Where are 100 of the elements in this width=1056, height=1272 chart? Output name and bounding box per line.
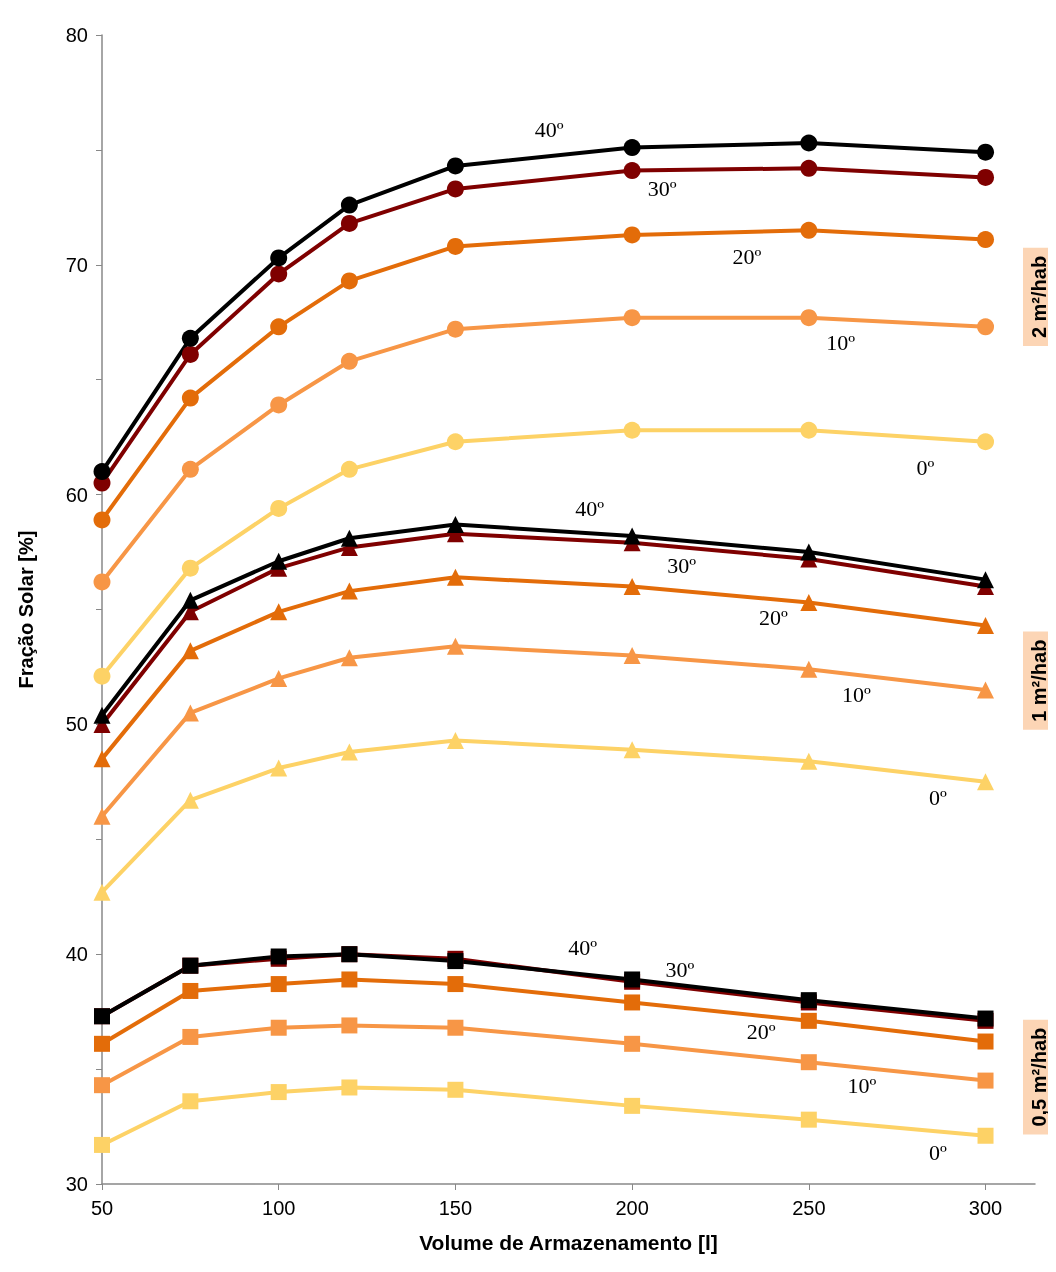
series-label: 30º: [647, 175, 677, 201]
point: [446, 433, 464, 451]
point: [340, 460, 358, 478]
point: [977, 318, 995, 336]
series-label: 40º: [568, 934, 598, 960]
point: [623, 741, 641, 759]
point: [800, 421, 818, 439]
point: [270, 249, 288, 267]
series-label: 20º: [759, 604, 789, 630]
point: [446, 157, 464, 175]
x-tick-label: 250: [792, 1197, 826, 1219]
point: [182, 1028, 199, 1045]
point: [341, 1017, 358, 1034]
series-label: 40º: [575, 495, 605, 521]
point: [93, 706, 111, 724]
point: [623, 162, 641, 180]
series-label: 20º: [732, 244, 762, 270]
series-label: 0º: [928, 784, 947, 810]
point: [977, 681, 995, 699]
point: [340, 743, 358, 761]
point: [93, 511, 111, 529]
point: [181, 345, 199, 363]
point: [624, 1035, 641, 1052]
point: [800, 752, 818, 770]
point: [341, 971, 358, 988]
point: [93, 883, 111, 901]
point: [181, 704, 199, 722]
point: [623, 309, 641, 327]
point: [800, 1012, 817, 1029]
point: [181, 642, 199, 660]
series-label: 10º: [847, 1073, 877, 1099]
point: [341, 1079, 358, 1096]
point: [446, 180, 464, 198]
point: [800, 594, 818, 612]
point: [181, 460, 199, 478]
series-label: 20º: [746, 1019, 776, 1045]
point: [800, 660, 818, 678]
point: [977, 231, 995, 249]
point: [800, 1111, 817, 1128]
point: [340, 214, 358, 232]
point: [800, 1054, 817, 1071]
point: [270, 1084, 287, 1101]
point: [93, 807, 111, 825]
y-tick-label: 30: [65, 1173, 88, 1195]
point: [623, 646, 641, 664]
point: [270, 552, 288, 570]
x-tick-label: 300: [968, 1197, 1003, 1219]
point: [977, 571, 995, 589]
y-tick-label: 60: [65, 483, 88, 506]
point: [340, 352, 358, 370]
series-label: 0º: [928, 1139, 947, 1165]
point: [270, 1019, 287, 1036]
series-label: 40º: [534, 116, 564, 142]
point: [447, 976, 464, 993]
point: [800, 309, 818, 327]
point: [340, 529, 358, 547]
point: [446, 731, 464, 749]
point: [94, 1035, 110, 1052]
point: [340, 272, 358, 290]
y-tick-label: 80: [65, 24, 88, 46]
point: [800, 543, 818, 561]
series-label: 30º: [665, 956, 695, 982]
point: [977, 773, 995, 791]
point: [447, 1081, 464, 1098]
series-label: 10º: [842, 682, 872, 708]
point: [182, 1093, 199, 1110]
y-tick-label: 40: [65, 943, 88, 966]
point: [93, 463, 111, 481]
point: [446, 237, 464, 255]
point: [181, 591, 199, 609]
point: [93, 750, 111, 768]
y-tick-label: 70: [65, 253, 88, 276]
point: [270, 396, 288, 414]
point: [977, 168, 995, 186]
point: [270, 499, 288, 517]
point: [977, 143, 995, 161]
point: [446, 568, 464, 586]
point: [977, 433, 995, 451]
point: [270, 669, 288, 687]
point: [94, 1077, 110, 1094]
point: [446, 637, 464, 655]
point: [977, 617, 995, 635]
point: [800, 159, 818, 177]
point: [623, 421, 641, 439]
x-tick-label: 200: [615, 1197, 649, 1219]
point: [340, 196, 358, 214]
point: [447, 1019, 464, 1036]
point: [270, 318, 288, 336]
series-label: 10º: [826, 329, 856, 355]
point: [340, 649, 358, 667]
series-label: 30º: [667, 552, 697, 578]
point: [270, 759, 288, 777]
x-tick-label: 50: [90, 1197, 114, 1219]
x-axis-title: Volume de Armazenamento [l]: [419, 1231, 718, 1254]
y-axis-title: Fração Solar [%]: [15, 530, 37, 689]
point: [182, 982, 199, 999]
annotation: 2 m²/hab: [1028, 255, 1050, 339]
point: [624, 1097, 641, 1114]
point: [93, 573, 111, 591]
point: [977, 1127, 994, 1144]
